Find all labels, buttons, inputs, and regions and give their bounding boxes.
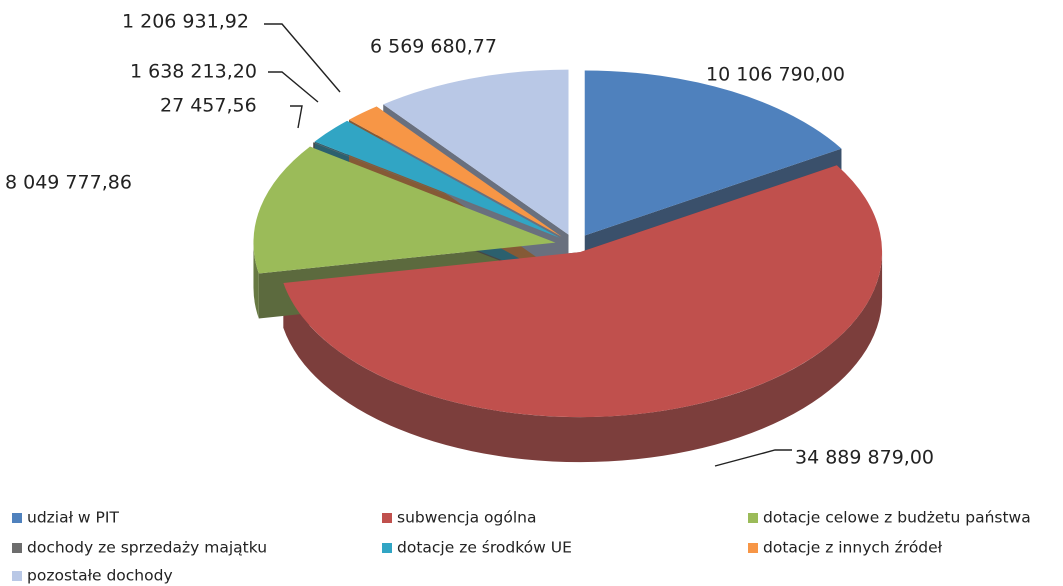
legend-swatch — [12, 543, 22, 553]
slice — [314, 120, 560, 238]
legend-label: dochody ze sprzedaży majątku — [27, 539, 267, 557]
legend: udział w PIT subwencja ogólna dotacje celo… — [12, 509, 1031, 585]
legend-swatch — [748, 543, 758, 553]
data-label: 10 106 790,00 — [706, 64, 845, 86]
legend-swatch — [382, 513, 392, 523]
data-label: 27 457,56 — [160, 95, 257, 117]
legend-swatch — [382, 543, 392, 553]
legend-label: subwencja ogólna — [397, 509, 536, 527]
legend-label: dotacje z innych źródeł — [763, 539, 943, 557]
legend-swatch — [12, 571, 22, 581]
leader-line — [714, 449, 792, 467]
data-label: 6 569 680,77 — [370, 36, 497, 58]
leader-line — [268, 71, 319, 103]
legend-label: udział w PIT — [27, 509, 119, 527]
legend-swatch — [748, 513, 758, 523]
slice — [348, 106, 562, 237]
data-label: 34 889 879,00 — [795, 447, 934, 469]
legend-label: dotacje celowe z budżetu państwa — [763, 509, 1031, 527]
legend-swatch — [12, 513, 22, 523]
slice-wall — [253, 242, 259, 319]
slice — [584, 70, 842, 236]
data-labels: 10 106 790,00 34 889 879,00 8 049 777,86 27… — [5, 11, 934, 469]
data-label: 1 638 213,20 — [130, 61, 257, 83]
legend-label: dotacje ze środków UE — [397, 539, 572, 557]
leader-line — [290, 105, 303, 129]
data-label: 1 206 931,92 — [122, 11, 249, 33]
slice — [253, 146, 556, 274]
pie-tops — [253, 69, 883, 418]
leader-line — [264, 23, 341, 93]
slice-wall — [283, 252, 883, 463]
data-label: 8 049 777,86 — [5, 172, 132, 194]
slice — [283, 165, 883, 418]
slice — [313, 142, 559, 239]
slice — [383, 69, 569, 235]
legend-label: pozostałe dochody — [27, 567, 173, 585]
